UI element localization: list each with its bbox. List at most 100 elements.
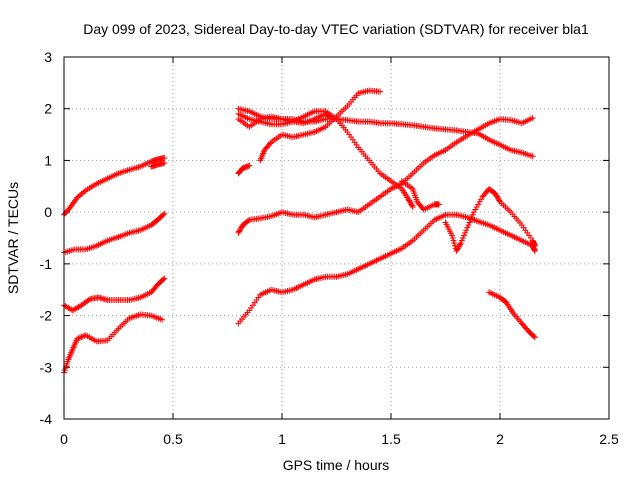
y-tick-label: -1: [40, 256, 53, 272]
series-trace-2: [61, 210, 168, 256]
data-point: [405, 196, 412, 203]
y-tick-label: 2: [44, 101, 52, 117]
y-tick-label: 1: [44, 152, 52, 168]
data-point: [235, 229, 242, 236]
data-point: [267, 140, 274, 147]
y-tick-label: 3: [44, 49, 52, 65]
data-point: [451, 240, 458, 247]
data-points: [61, 87, 538, 376]
data-point: [450, 237, 457, 244]
x-tick-label: 0: [60, 431, 68, 447]
data-point: [476, 198, 483, 205]
data-point: [159, 316, 166, 323]
data-point: [160, 276, 167, 283]
data-point: [463, 227, 470, 234]
data-point: [454, 246, 461, 253]
data-point: [457, 241, 464, 248]
data-point: [492, 191, 499, 198]
data-point: [530, 333, 537, 340]
data-point: [458, 237, 465, 244]
series-trace-14: [486, 289, 538, 341]
data-point: [409, 203, 416, 210]
data-point: [449, 235, 456, 241]
data-point: [495, 196, 502, 203]
data-point: [76, 334, 83, 341]
series-trace-5: [235, 211, 538, 327]
data-point: [409, 202, 416, 209]
data-point: [459, 235, 466, 241]
data-point: [377, 88, 384, 95]
data-point: [456, 242, 463, 249]
data-point: [454, 245, 461, 252]
data-point: [467, 216, 474, 223]
data-point: [236, 228, 243, 235]
data-point: [493, 192, 500, 199]
data-point: [457, 240, 464, 247]
series-trace-1b: [148, 160, 168, 170]
x-tick-label: 0.5: [163, 431, 183, 447]
data-point: [475, 201, 482, 208]
chart-title: Day 099 of 2023, Sidereal Day-to-day VTE…: [83, 21, 589, 37]
data-point: [81, 188, 88, 195]
data-point: [472, 206, 479, 213]
x-tick-labels: 0 0.5 1 1.5 2 2.5: [60, 431, 619, 447]
data-point: [435, 201, 442, 208]
series-trace-9: [235, 105, 536, 160]
series-trace-7: [235, 162, 253, 177]
series-trace-3: [61, 275, 168, 314]
series-trace-1: [61, 154, 168, 218]
x-tick-label: 2: [496, 431, 504, 447]
data-point: [246, 162, 253, 169]
data-point: [468, 214, 475, 221]
y-tick-label: -2: [40, 308, 53, 324]
data-point: [470, 209, 477, 216]
y-tick-label: -3: [40, 359, 53, 375]
data-point: [236, 227, 243, 234]
data-point: [469, 211, 476, 218]
data-point: [161, 160, 168, 167]
data-point: [161, 275, 168, 282]
data-point: [531, 242, 538, 249]
data-point: [161, 210, 168, 217]
data-point: [478, 196, 485, 203]
data-point: [85, 297, 92, 304]
x-axis-label: GPS time / hours: [283, 457, 390, 473]
data-point: [466, 219, 473, 226]
y-tick-label: -4: [40, 411, 53, 427]
data-point: [462, 229, 469, 236]
data-point: [529, 115, 536, 122]
series-trace-8: [257, 87, 384, 164]
data-point: [465, 222, 472, 229]
data-point: [494, 194, 501, 201]
x-tick-label: 1: [278, 431, 286, 447]
data-point: [326, 113, 333, 120]
data-point: [245, 217, 252, 224]
data-point: [464, 224, 471, 231]
data-point: [74, 335, 81, 342]
data-point: [406, 198, 413, 205]
data-point: [406, 197, 413, 204]
grid-lines: [64, 57, 609, 419]
series-trace-13: [442, 185, 538, 254]
data-point: [161, 154, 168, 161]
plot-frame: [63, 56, 610, 420]
series-trace-11: [235, 110, 333, 130]
data-point: [407, 200, 414, 207]
data-point: [455, 244, 462, 251]
data-point: [531, 334, 538, 341]
data-point: [494, 193, 501, 200]
data-point: [160, 211, 167, 218]
series-trace-4: [61, 311, 166, 376]
data-point: [449, 232, 456, 239]
data-point: [453, 247, 460, 254]
x-tick-label: 2.5: [599, 431, 619, 447]
data-point: [496, 197, 503, 204]
data-point: [531, 247, 538, 254]
data-point: [461, 232, 468, 239]
x-tick-label: 1.5: [381, 431, 401, 447]
axis-ticks: [63, 56, 610, 420]
series-trace-12: [398, 178, 442, 213]
data-point: [473, 203, 480, 210]
data-point: [529, 153, 536, 160]
